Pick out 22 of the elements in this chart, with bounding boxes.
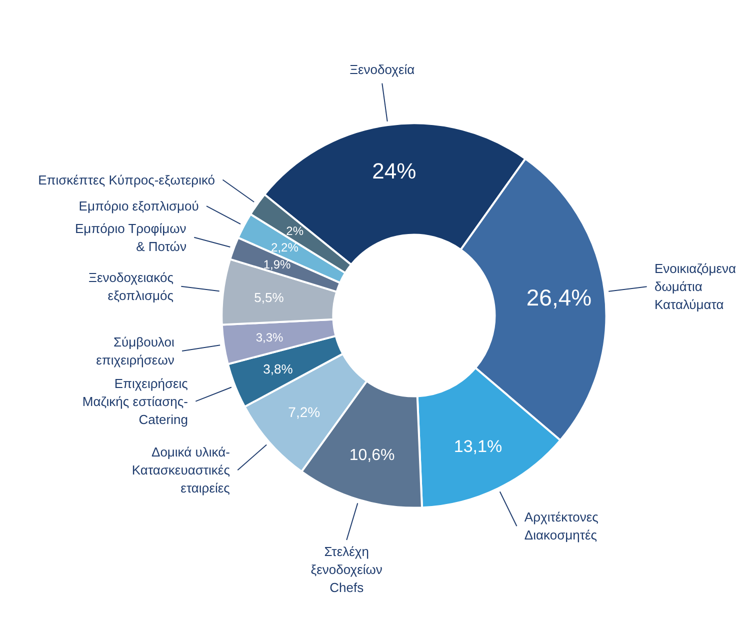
data-label: 2% — [286, 224, 304, 238]
data-label: 3,8% — [263, 361, 294, 376]
slice-label: Ενοικιαζόμενα δωμάτια Καταλύματα — [654, 261, 737, 312]
slice-label: Στελέχη ξενοδοχείων Chefs — [310, 544, 382, 595]
data-label: 2,2% — [271, 240, 299, 254]
data-label: 5,5% — [254, 290, 284, 305]
slice-label: Δομικά υλικά- Κατασκευαστικές εταιρείες — [132, 444, 230, 496]
data-label: 24% — [372, 158, 416, 184]
slice-label: Ξενοδοχεία — [350, 62, 416, 78]
slice-label: Επιχειρήσεις Μαζικής εστίασης- Catering — [82, 376, 188, 427]
slice-label: Εμπόριο Τροφίμων & Ποτών — [74, 220, 186, 254]
data-label: 1,9% — [263, 257, 292, 272]
data-label: 7,2% — [288, 404, 320, 420]
slice-label: Αρχιτέκτονες Διακοσμητές — [524, 510, 598, 543]
data-label: 26,4% — [526, 284, 592, 311]
slice-label: Σύμβουλοι επιχειρήσεων — [96, 334, 174, 368]
data-label: 3,3% — [256, 330, 284, 345]
slice-label: Ξενοδοχειακός εξοπλισμός — [88, 270, 174, 303]
data-label: 10,6% — [349, 446, 395, 464]
slice-label: Επισκέπτες Κύπρος-εξωτερικό — [38, 172, 216, 188]
data-label: 13,1% — [454, 437, 502, 456]
slice-label: Εμπόριο εξοπλισμού — [78, 198, 199, 214]
